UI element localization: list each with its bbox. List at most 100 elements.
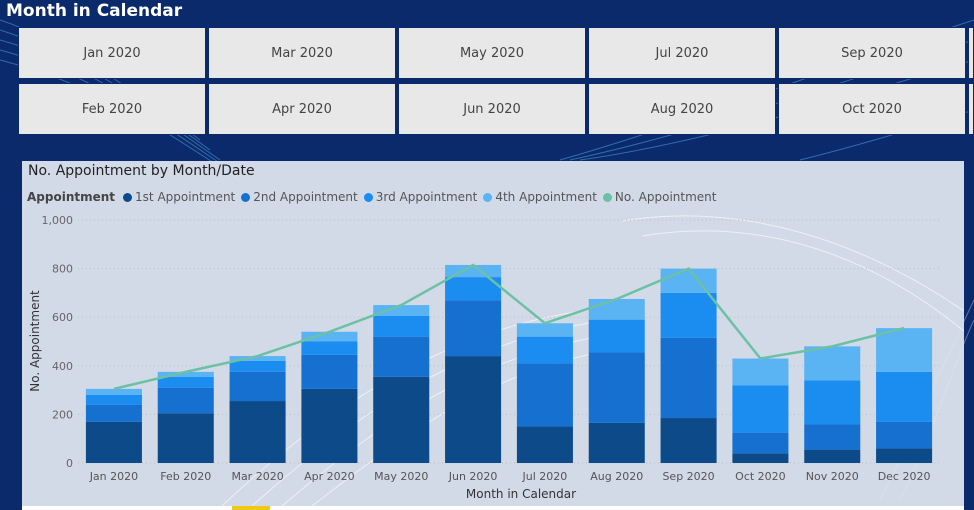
- bar-segment[interactable]: [85, 421, 142, 463]
- bar-segment[interactable]: [876, 448, 933, 463]
- bar-segment[interactable]: [229, 360, 286, 372]
- slicer-tile[interactable]: Feb 2020: [18, 83, 206, 135]
- x-tick-label: May 2020: [374, 470, 428, 483]
- bar-segment[interactable]: [588, 298, 645, 320]
- legend-item[interactable]: 3rd Appointment: [363, 190, 478, 204]
- chart-title: No. Appointment by Month/Date: [28, 163, 255, 179]
- slicer-tile[interactable]: Jan 2020: [18, 27, 206, 79]
- legend-dot: [483, 192, 493, 202]
- chart-legend: Appointment 1st Appointment 2nd Appointm…: [27, 190, 722, 204]
- slicer-tile[interactable]: Aug 2020: [588, 83, 776, 135]
- bar-segment[interactable]: [516, 336, 573, 364]
- bar-segment[interactable]: [301, 331, 358, 342]
- x-tick-label: Dec 2020: [878, 470, 931, 483]
- bar-segment[interactable]: [157, 371, 214, 377]
- bar-segment[interactable]: [732, 432, 789, 454]
- legend-title: Appointment: [27, 190, 116, 204]
- bar-segment[interactable]: [445, 356, 502, 463]
- bar-segment[interactable]: [588, 319, 645, 353]
- slicer-tile[interactable]: Apr 2020: [208, 83, 396, 135]
- legend-item[interactable]: 4th Appointment: [483, 190, 597, 204]
- slicer-tile[interactable]: Jul 2020: [588, 27, 776, 79]
- bar-segment[interactable]: [588, 422, 645, 463]
- y-tick-label: 600: [52, 311, 73, 324]
- bar-segment[interactable]: [157, 387, 214, 414]
- bar-segment[interactable]: [660, 337, 717, 419]
- legend-dot: [241, 192, 251, 202]
- y-tick-label: 200: [52, 408, 73, 421]
- bar-segment[interactable]: [301, 341, 358, 355]
- bar-segment[interactable]: [445, 300, 502, 357]
- legend-item[interactable]: 2nd Appointment: [241, 190, 358, 204]
- bar-segment[interactable]: [157, 413, 214, 463]
- bar-segment[interactable]: [229, 401, 286, 463]
- bar-segment[interactable]: [85, 394, 142, 405]
- bar-segment[interactable]: [804, 346, 861, 381]
- bar-segment[interactable]: [373, 305, 430, 316]
- y-tick-label: 1,000: [42, 214, 74, 227]
- legend-label: No. Appointment: [614, 190, 717, 204]
- bar-segment[interactable]: [804, 449, 861, 463]
- bar-segment[interactable]: [876, 421, 933, 449]
- bar-segment[interactable]: [876, 371, 933, 422]
- x-tick-label: Apr 2020: [304, 470, 355, 483]
- x-tick-label: Nov 2020: [806, 470, 859, 483]
- bar-segment[interactable]: [876, 328, 933, 372]
- bar-segment[interactable]: [660, 292, 717, 338]
- x-tick-label: Mar 2020: [231, 470, 283, 483]
- bar-segment[interactable]: [660, 268, 717, 293]
- bar-segment[interactable]: [301, 354, 358, 389]
- bar-segment[interactable]: [516, 426, 573, 463]
- bar-segment[interactable]: [85, 388, 142, 395]
- y-tick-label: 400: [52, 360, 73, 373]
- slicer-tile[interactable]: Sep 2020: [778, 27, 966, 79]
- month-slicer: Jan 2020 Mar 2020 May 2020 Jul 2020 Sep …: [18, 27, 974, 137]
- bar-segment[interactable]: [588, 352, 645, 423]
- bottom-page-strip: [22, 506, 964, 510]
- bar-segment[interactable]: [732, 358, 789, 386]
- bar-segment[interactable]: [85, 404, 142, 422]
- bar-segment[interactable]: [516, 323, 573, 337]
- x-tick-label: Oct 2020: [735, 470, 786, 483]
- bar-segment[interactable]: [660, 418, 717, 463]
- x-tick-label: Jan 2020: [89, 470, 138, 483]
- legend-label: 2nd Appointment: [253, 190, 358, 204]
- bar-segment[interactable]: [373, 336, 430, 377]
- bar-segment[interactable]: [373, 315, 430, 337]
- slicer-tile-overflow[interactable]: [968, 83, 974, 135]
- bar-segment[interactable]: [804, 380, 861, 425]
- x-axis-title: Month in Calendar: [466, 487, 576, 501]
- y-axis-title: No. Appointment: [28, 290, 42, 392]
- x-tick-label: Jul 2020: [522, 470, 568, 483]
- bar-segment[interactable]: [229, 356, 286, 361]
- x-tick-label: Aug 2020: [590, 470, 643, 483]
- slicer-tile[interactable]: Oct 2020: [778, 83, 966, 135]
- x-tick-label: Jun 2020: [448, 470, 498, 483]
- bar-segment[interactable]: [516, 363, 573, 427]
- bottom-page-accent: [232, 506, 270, 510]
- legend-item[interactable]: No. Appointment: [602, 190, 717, 204]
- legend-label: 3rd Appointment: [375, 190, 478, 204]
- slicer-tile[interactable]: Jun 2020: [398, 83, 586, 135]
- bar-segment[interactable]: [229, 371, 286, 402]
- y-tick-label: 800: [52, 263, 73, 276]
- bar-segment[interactable]: [732, 453, 789, 463]
- legend-label: 1st Appointment: [135, 190, 236, 204]
- appointment-chart: 0 200 400 600 800 1,000 Jan 2020 Feb 2020 Mar 2…: [28, 214, 964, 506]
- appointment-chart-panel: 0 200 400 600 800 1,000 Jan 2020 Feb 2020 Mar 2…: [22, 161, 964, 506]
- slicer-tile[interactable]: May 2020: [398, 27, 586, 79]
- bar-segment[interactable]: [157, 376, 214, 388]
- x-tick-label: Feb 2020: [160, 470, 211, 483]
- bar-segment[interactable]: [732, 385, 789, 433]
- page-title: Month in Calendar: [6, 1, 183, 21]
- line-series[interactable]: [113, 263, 905, 391]
- legend-item[interactable]: 1st Appointment: [123, 190, 235, 204]
- legend-dot: [123, 192, 133, 202]
- legend-dot: [602, 192, 612, 202]
- bar-segment[interactable]: [804, 424, 861, 450]
- slicer-tile-overflow[interactable]: [968, 27, 974, 79]
- slicer-tile[interactable]: Mar 2020: [208, 27, 396, 79]
- bar-segment[interactable]: [445, 277, 502, 301]
- bar-segment[interactable]: [301, 388, 358, 463]
- bar-segment[interactable]: [373, 376, 430, 463]
